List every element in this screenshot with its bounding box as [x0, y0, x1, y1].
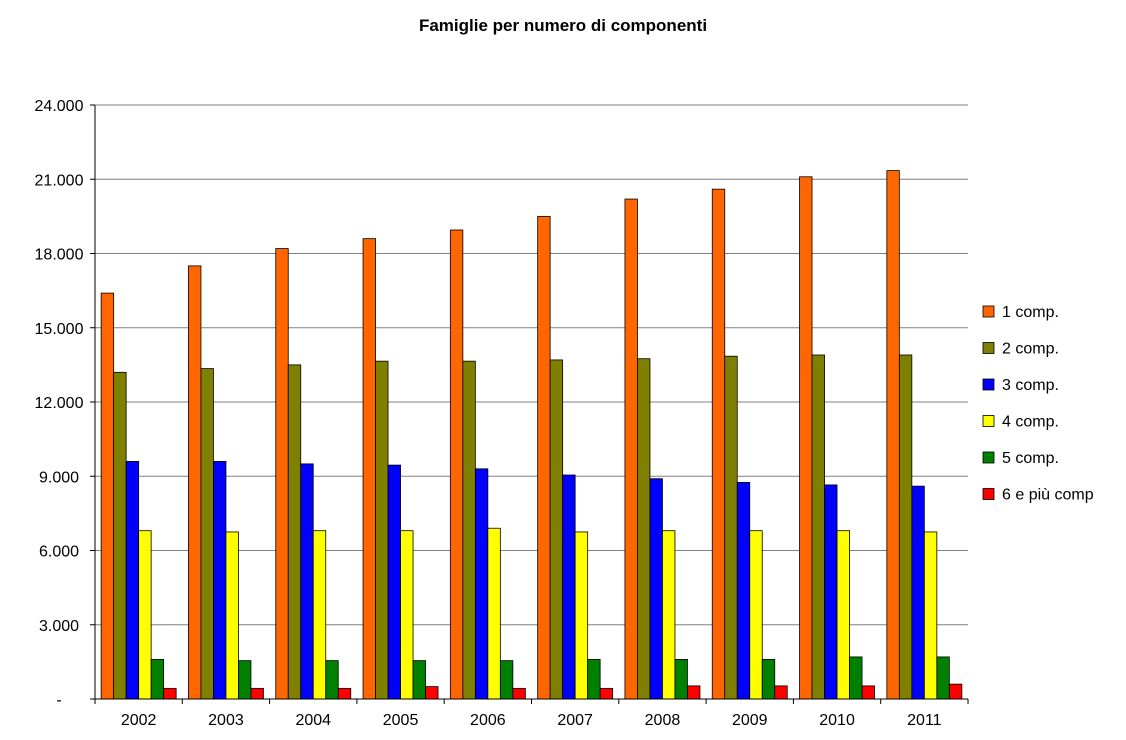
x-tick-label: 2004	[295, 712, 331, 729]
y-tick-label: 15.000	[35, 321, 84, 338]
bar	[749, 530, 763, 700]
legend-swatch	[982, 342, 995, 354]
bar	[275, 248, 289, 700]
legend-label: 2 comp.	[1002, 341, 1059, 358]
bar	[100, 292, 115, 700]
bar	[250, 687, 264, 700]
bar	[325, 660, 339, 700]
bar	[574, 531, 589, 700]
y-tick-label: 3.000	[39, 618, 79, 635]
x-tick-label: 2008	[645, 712, 681, 729]
legend-label: 3 comp.	[1002, 377, 1059, 394]
bar	[736, 482, 751, 700]
x-tick-label: 2002	[121, 712, 157, 729]
bar	[599, 687, 614, 700]
x-tick-label: 2009	[732, 712, 768, 729]
bar	[362, 238, 376, 700]
bar	[774, 685, 788, 700]
bar	[824, 484, 838, 700]
legend-label: 4 comp.	[1002, 414, 1059, 431]
legend: 1 comp. 2 comp. 3 comp. 4 comp. 5 comp. 6 e p…	[982, 304, 1094, 504]
bar	[761, 659, 776, 700]
bar	[213, 460, 227, 700]
bar	[312, 530, 327, 700]
bar	[138, 530, 152, 700]
y-tick-label: 21.000	[35, 172, 84, 189]
bar	[487, 527, 501, 700]
bar	[711, 188, 726, 700]
bar	[923, 531, 938, 700]
bar	[662, 530, 676, 700]
y-tick-label: 9.000	[39, 469, 79, 486]
x-tick-label: 2005	[383, 712, 419, 729]
legend-label: 1 comp.	[1002, 304, 1059, 321]
bar	[188, 265, 202, 700]
x-tick-label: 2010	[819, 712, 855, 729]
bar	[337, 687, 352, 700]
bar	[474, 468, 489, 700]
y-tick-label: -	[56, 692, 61, 709]
y-tick-label: 24.000	[35, 98, 84, 115]
bar	[225, 531, 239, 700]
bar	[499, 660, 514, 700]
bar	[836, 530, 850, 700]
bar	[649, 478, 663, 700]
bars	[100, 170, 963, 700]
x-tick-label: 2003	[208, 712, 244, 729]
bar	[537, 215, 551, 700]
x-tick-label: 2007	[557, 712, 593, 729]
bar	[300, 463, 314, 700]
legend-label: 6 e più comp	[1002, 487, 1094, 504]
bar	[687, 685, 701, 700]
bar	[387, 464, 401, 700]
bar	[674, 659, 688, 700]
bar	[549, 359, 564, 700]
bar	[449, 229, 464, 700]
bar	[113, 371, 127, 700]
bar	[849, 656, 863, 700]
legend-swatch	[982, 451, 995, 464]
x-tick-label: 2011	[907, 712, 942, 729]
bar	[948, 683, 963, 700]
legend-swatch	[982, 378, 995, 391]
bar	[462, 360, 476, 700]
bar	[637, 358, 651, 700]
legend-swatch	[982, 488, 995, 500]
bar	[587, 659, 601, 700]
bar	[886, 170, 900, 700]
legend-swatch	[982, 415, 995, 427]
bar	[412, 660, 426, 700]
bar	[150, 659, 165, 700]
y-tick-label: 12.000	[35, 395, 84, 412]
bar	[811, 354, 825, 700]
y-tick-label: 6.000	[39, 544, 79, 561]
chart-title: Famiglie per numero di componenti	[418, 16, 708, 35]
bar	[287, 364, 302, 700]
bar	[936, 656, 950, 700]
bar	[375, 360, 389, 700]
bar	[200, 368, 214, 700]
bar	[125, 460, 140, 700]
bar	[512, 687, 526, 700]
bar	[724, 355, 738, 700]
bar	[624, 198, 638, 700]
y-tick-label: 18.000	[35, 247, 84, 264]
x-tick-label: 2006	[470, 712, 506, 729]
legend-label: 5 comp.	[1002, 450, 1059, 467]
legend-swatch	[982, 305, 995, 318]
bar	[238, 660, 252, 700]
bar	[898, 354, 913, 700]
bar	[425, 686, 439, 700]
bar	[562, 474, 576, 700]
bar	[799, 176, 813, 700]
bar	[911, 485, 925, 700]
bar	[163, 687, 177, 700]
bar	[400, 530, 414, 700]
bar	[861, 685, 875, 700]
axes: - 3.000 6.000 9.000 12.000 15.000 18.000 21.000…	[35, 98, 969, 729]
